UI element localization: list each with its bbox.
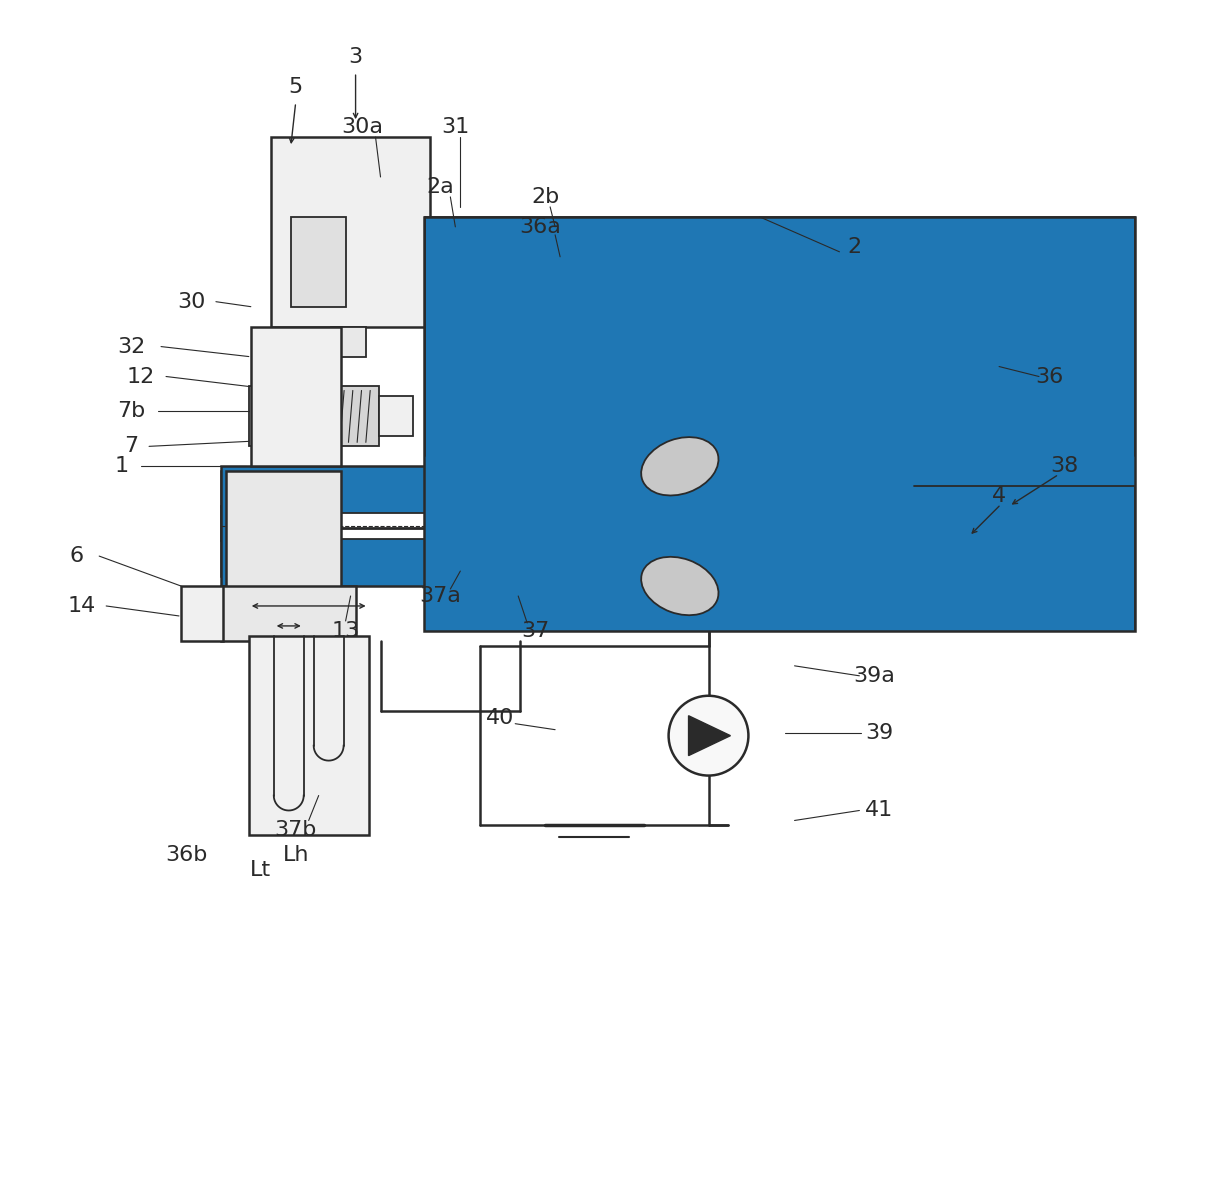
Text: 4: 4	[993, 486, 1006, 506]
Text: 32: 32	[117, 337, 145, 357]
Ellipse shape	[641, 438, 718, 496]
Text: 37: 37	[521, 621, 549, 640]
Text: 36a: 36a	[519, 217, 561, 237]
Bar	[221, 471, 650, 506]
Text: 38: 38	[1049, 457, 1078, 477]
Text: 39: 39	[866, 722, 893, 742]
Text: 2b: 2b	[531, 187, 560, 206]
Text: 37a: 37a	[420, 586, 462, 606]
Bar	[241, 529, 590, 540]
FancyBboxPatch shape	[357, 215, 410, 308]
Polygon shape	[689, 715, 730, 755]
Bar	[221, 506, 650, 541]
Text: 14: 14	[68, 597, 96, 616]
Bar	[249, 636, 369, 835]
Text: 36b: 36b	[164, 846, 207, 866]
Text: 2: 2	[848, 237, 862, 257]
Text: 12: 12	[127, 366, 155, 387]
Bar	[241, 514, 590, 528]
Bar	[585, 486, 914, 566]
Text: 37b: 37b	[274, 821, 317, 841]
Text: 39a: 39a	[854, 665, 896, 686]
Ellipse shape	[641, 557, 718, 616]
Bar	[221, 541, 650, 576]
Text: 1: 1	[114, 457, 128, 477]
Bar	[290, 217, 346, 307]
Text: 2a: 2a	[427, 177, 455, 197]
Text: 40: 40	[486, 708, 515, 728]
Bar	[249, 387, 378, 446]
Text: 41: 41	[866, 801, 893, 821]
Bar	[550, 461, 730, 591]
Text: Lh: Lh	[283, 846, 310, 866]
Text: 6: 6	[69, 546, 83, 566]
Text: 30: 30	[177, 292, 206, 312]
Text: 36: 36	[1035, 366, 1063, 387]
Text: 30a: 30a	[342, 117, 383, 138]
Bar	[426, 222, 1134, 631]
Text: 13: 13	[331, 621, 360, 640]
Bar	[181, 586, 222, 640]
Text: Lt: Lt	[250, 860, 271, 880]
Text: 31: 31	[441, 117, 469, 138]
Bar	[250, 326, 341, 466]
Bar	[221, 586, 355, 640]
Text: 3: 3	[348, 47, 363, 68]
Bar	[226, 471, 341, 591]
Circle shape	[669, 696, 748, 776]
Bar	[221, 466, 650, 586]
Bar	[914, 495, 984, 559]
Text: 7: 7	[125, 436, 138, 457]
Text: 5: 5	[289, 77, 302, 97]
Bar	[378, 396, 413, 436]
FancyBboxPatch shape	[289, 215, 348, 308]
Bar	[330, 326, 365, 357]
Bar	[424, 217, 1135, 631]
Text: 7b: 7b	[117, 401, 145, 421]
Bar	[271, 138, 430, 326]
